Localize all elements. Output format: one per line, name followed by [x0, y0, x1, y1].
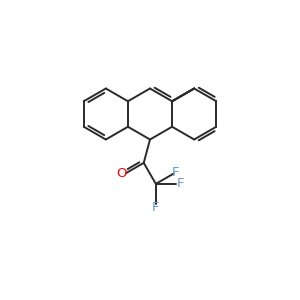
- Text: O: O: [116, 167, 127, 180]
- Text: F: F: [171, 166, 179, 178]
- Text: F: F: [177, 177, 185, 190]
- Text: F: F: [152, 201, 160, 214]
